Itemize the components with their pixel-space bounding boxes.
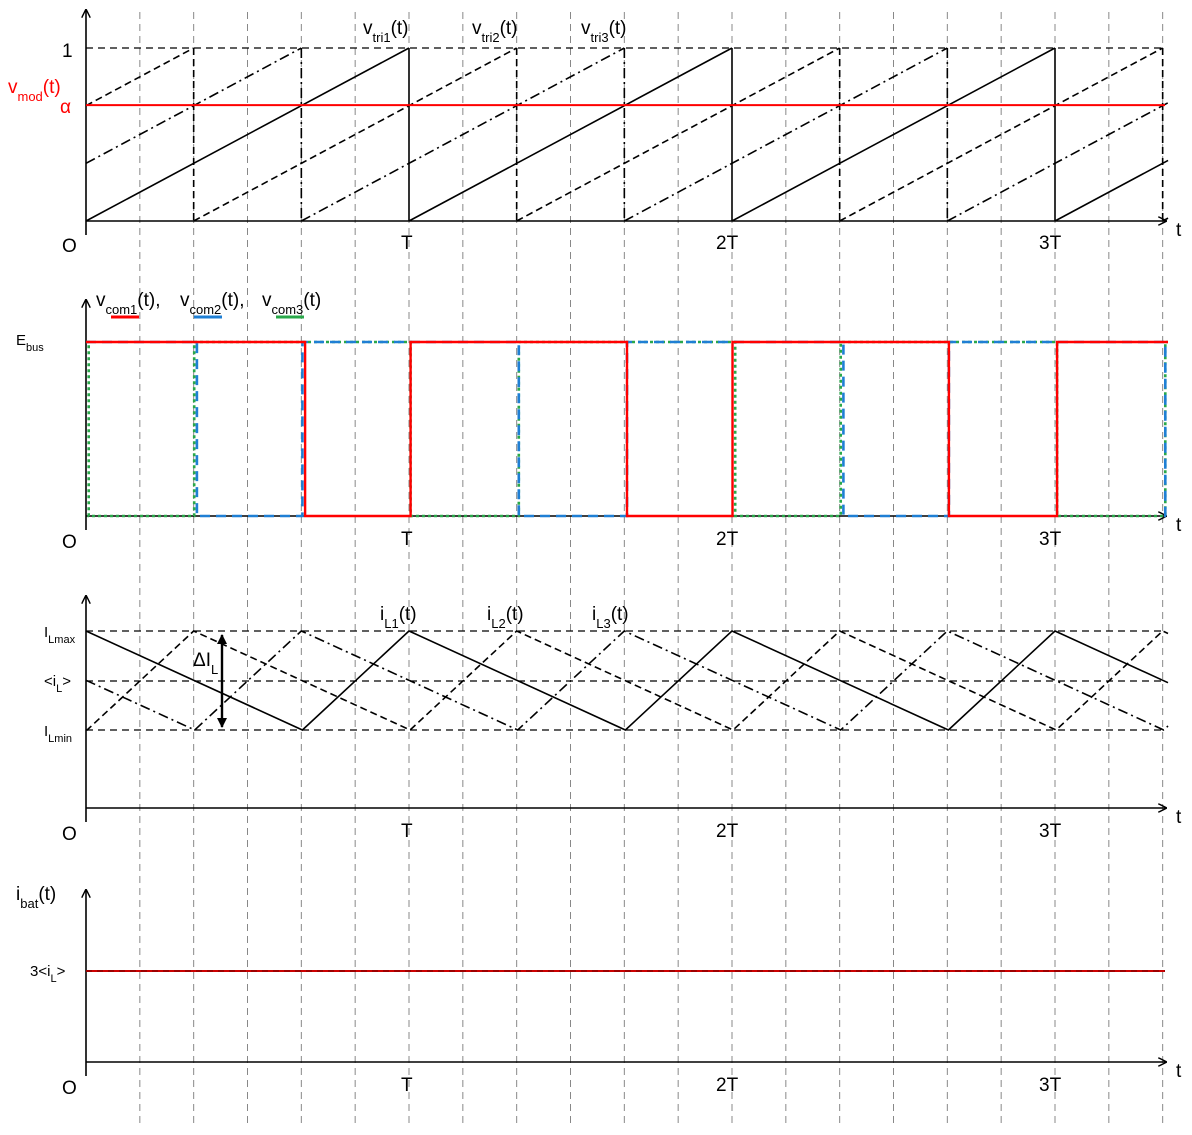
vmod-label: vmod(t) bbox=[8, 77, 61, 104]
ibat-level-label: 3<iL> bbox=[30, 963, 66, 985]
tri1-ramp bbox=[408, 47, 733, 222]
tick-T: T bbox=[401, 821, 413, 842]
tick-3T: 3T bbox=[1039, 821, 1062, 842]
t-axis-label: t bbox=[1176, 515, 1182, 536]
il3-waveform bbox=[85, 630, 1169, 731]
origin-label: O bbox=[62, 1078, 77, 1099]
tri1-ramp bbox=[731, 47, 1056, 222]
ilavg-label: <iL> bbox=[44, 673, 71, 695]
vcom2-trace bbox=[86, 340, 1168, 518]
vcom1-trace bbox=[86, 340, 1168, 518]
tick-3T: 3T bbox=[1039, 1075, 1062, 1096]
il1-waveform bbox=[85, 630, 1169, 731]
legend-vcom3: vcom3(t) bbox=[262, 290, 321, 317]
ebus-label: Ebus bbox=[16, 332, 44, 354]
ilmax-label: ILmax bbox=[44, 624, 76, 646]
tick-3T: 3T bbox=[1039, 233, 1062, 254]
level-one-label: 1 bbox=[62, 41, 73, 62]
tick-3T: 3T bbox=[1039, 529, 1062, 550]
t-axis-label: t bbox=[1176, 807, 1182, 828]
tri2-ramp bbox=[946, 102, 1169, 222]
tick-2T: 2T bbox=[716, 233, 739, 254]
t-axis-label: t bbox=[1176, 1061, 1182, 1082]
origin-label: O bbox=[62, 236, 77, 257]
tri1-ramp bbox=[1054, 159, 1169, 222]
origin-label: O bbox=[62, 824, 77, 845]
tick-2T: 2T bbox=[716, 821, 739, 842]
time-tick-labels: Ot T 2T 3T Ot T 2T 3T Ot T 2T 3T Ot T 2T 3T bbox=[62, 220, 1182, 1099]
origin-label: O bbox=[62, 532, 77, 553]
vtri1-sawtooth bbox=[85, 47, 1169, 222]
tick-T: T bbox=[401, 529, 413, 550]
ibat-label: ibat(t) bbox=[16, 884, 56, 911]
legend-vcom1: vcom1(t), bbox=[96, 290, 161, 317]
tick-T: T bbox=[401, 1075, 413, 1096]
time-grid-lines bbox=[139, 12, 1164, 1128]
il2-waveform bbox=[85, 630, 1169, 731]
tri3-ramp bbox=[193, 47, 518, 222]
inductor-current-panel: ILmax <iL> ILmin ΔIL iL1(t) iL2(t) iL3(t… bbox=[44, 604, 1169, 745]
battery-current-panel: ibat(t) 3<iL> bbox=[16, 884, 1165, 985]
tick-2T: 2T bbox=[716, 1075, 739, 1096]
tick-T: T bbox=[401, 233, 413, 254]
tri3-ramp bbox=[1162, 217, 1169, 222]
ripple-label: ΔIL bbox=[193, 650, 218, 677]
il2-trace bbox=[85, 630, 1169, 731]
vtri1-label: vtri1(t) bbox=[363, 18, 409, 45]
legend-vcom2: vcom2(t), bbox=[180, 290, 245, 317]
tick-2T: 2T bbox=[716, 529, 739, 550]
alpha-label: α bbox=[60, 97, 71, 118]
tri3-ramp bbox=[516, 47, 841, 222]
vcom2-waveform bbox=[86, 340, 1168, 518]
il2-label: iL2(t) bbox=[487, 604, 524, 631]
ilmin-label: ILmin bbox=[44, 723, 72, 745]
il1-trace bbox=[85, 630, 1169, 731]
il3-label: iL3(t) bbox=[592, 604, 629, 631]
vtri2-label: vtri2(t) bbox=[472, 18, 518, 45]
t-axis-label: t bbox=[1176, 220, 1182, 241]
carrier-panel: 1 vmod(t) α vtri1(t) vtri2(t) vtri3(t) bbox=[8, 18, 1169, 222]
tri3-ramp bbox=[85, 47, 195, 107]
tri2-ramp bbox=[300, 47, 625, 222]
il3-trace bbox=[85, 630, 1169, 731]
tri1-ramp bbox=[85, 47, 410, 222]
vtri3-sawtooth bbox=[85, 47, 1169, 222]
tri2-ramp bbox=[623, 47, 948, 222]
tri3-ramp bbox=[839, 47, 1164, 222]
il1-label: iL1(t) bbox=[380, 604, 417, 631]
vtri3-label: vtri3(t) bbox=[581, 18, 627, 45]
command-panel: Ebus vcom1(t), vcom2(t), vcom3(t) bbox=[16, 290, 1168, 518]
vtri2-sawtooth bbox=[85, 47, 1169, 222]
vcom1-waveform bbox=[86, 340, 1168, 518]
